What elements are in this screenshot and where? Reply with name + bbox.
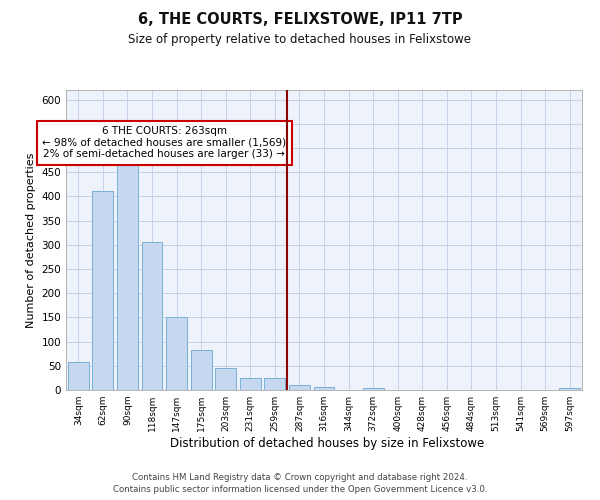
Bar: [265, 378, 286, 390]
Bar: [314, 386, 334, 390]
Bar: [191, 350, 212, 390]
Text: Contains HM Land Registry data © Crown copyright and database right 2024.: Contains HM Land Registry data © Crown c…: [132, 472, 468, 482]
Text: 6 THE COURTS: 263sqm
← 98% of detached houses are smaller (1,569)
2% of semi-det: 6 THE COURTS: 263sqm ← 98% of detached h…: [42, 126, 286, 160]
Bar: [240, 378, 261, 390]
Bar: [117, 150, 138, 390]
Text: Size of property relative to detached houses in Felixstowe: Size of property relative to detached ho…: [128, 32, 472, 46]
Bar: [215, 368, 236, 390]
Bar: [166, 318, 187, 390]
Text: Contains public sector information licensed under the Open Government Licence v3: Contains public sector information licen…: [113, 485, 487, 494]
Bar: [92, 190, 113, 390]
Bar: [362, 388, 383, 390]
Bar: [559, 388, 580, 390]
Bar: [142, 242, 163, 390]
Y-axis label: Number of detached properties: Number of detached properties: [26, 152, 36, 328]
Bar: [68, 362, 89, 390]
Text: Distribution of detached houses by size in Felixstowe: Distribution of detached houses by size …: [170, 438, 484, 450]
Text: 6, THE COURTS, FELIXSTOWE, IP11 7TP: 6, THE COURTS, FELIXSTOWE, IP11 7TP: [137, 12, 463, 28]
Bar: [289, 385, 310, 390]
